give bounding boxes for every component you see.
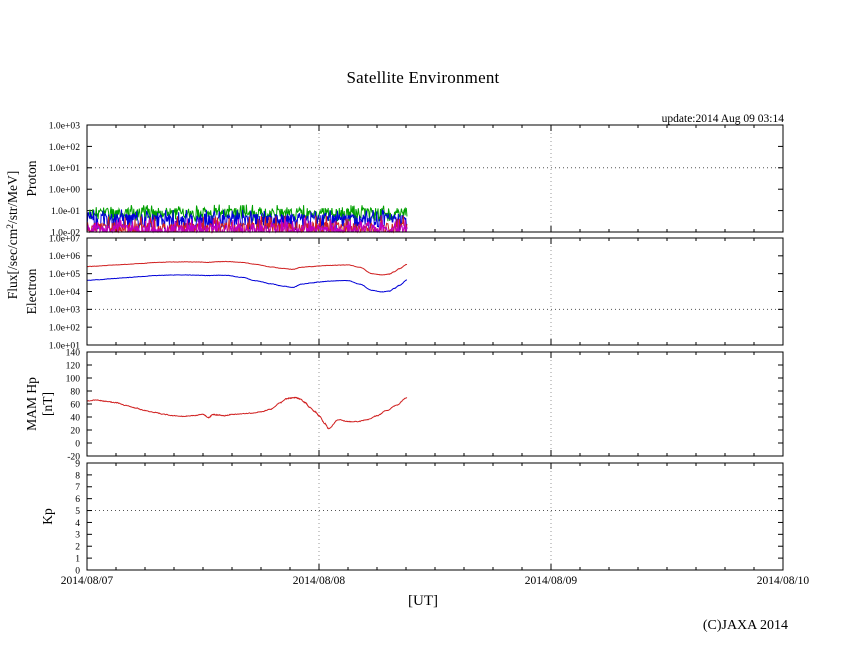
y-tick-label: 1.0e+00 [49, 185, 80, 196]
y-axis-label: [nT] [40, 392, 55, 416]
y-tick-label: 0 [75, 438, 80, 449]
page-title: Satellite Environment [346, 68, 500, 87]
y-tick-label: 20 [70, 425, 80, 436]
y-tick-label: 2 [75, 542, 80, 553]
update-timestamp: update:2014 Aug 09 03:14 [661, 113, 784, 125]
y-tick-label: 120 [66, 360, 81, 371]
y-axis-label: Proton [24, 160, 39, 196]
y-tick-label: 1.0e+04 [49, 287, 80, 298]
y-tick-label: 1.0e-02 [51, 227, 80, 238]
y-tick-label: 1.0e+06 [49, 251, 80, 262]
y-tick-label: 1.0e+07 [49, 233, 80, 244]
x-tick-label: 2014/08/09 [525, 575, 578, 587]
y-tick-label: 1.0e+01 [49, 340, 80, 351]
y-tick-label: 1.0e+03 [49, 305, 80, 316]
y-tick-label: 9 [75, 458, 80, 469]
y-tick-label: 1.0e+03 [49, 120, 80, 131]
y-tick-label: 0 [75, 565, 80, 576]
y-tick-label: 3 [75, 530, 80, 541]
x-tick-label: 2014/08/07 [61, 575, 114, 587]
y-tick-label: 5 [75, 506, 80, 517]
y-tick-label: 6 [75, 494, 80, 505]
x-axis-title: [UT] [408, 593, 438, 609]
y-tick-label: 4 [75, 518, 80, 529]
y-tick-label: 40 [70, 412, 80, 423]
x-tick-label: 2014/08/08 [293, 575, 346, 587]
y-tick-label: 7 [75, 482, 80, 493]
y-tick-label: 100 [66, 373, 81, 384]
y-axis-label: Kp [40, 508, 55, 525]
y-tick-label: 1.0e+01 [49, 163, 80, 174]
y-tick-label: 1.0e+05 [49, 269, 80, 280]
x-tick-label: 2014/08/10 [757, 575, 810, 587]
y-axis-label: MAM Hp [24, 377, 39, 431]
y-tick-label: 140 [66, 347, 81, 358]
y-tick-label: 1.0e-01 [51, 206, 80, 217]
series-electron-red [86, 260, 408, 276]
y-tick-label: 1.0e+02 [49, 323, 80, 334]
y-tick-label: 1 [75, 554, 80, 565]
y-tick-label: 80 [70, 386, 80, 397]
y-axis-label-flux: Flux[/sec/cm2/str/MeV] [5, 171, 20, 300]
y-tick-label: 8 [75, 470, 80, 481]
y-tick-label: -20 [67, 451, 80, 462]
copyright-notice: (C)JAXA 2014 [702, 618, 788, 633]
series-mam-hp-red [86, 396, 408, 430]
y-tick-label: 60 [70, 399, 80, 410]
series-electron-blue [86, 274, 408, 293]
y-tick-label: 1.0e+02 [49, 142, 80, 153]
y-axis-label: Electron [24, 268, 39, 314]
